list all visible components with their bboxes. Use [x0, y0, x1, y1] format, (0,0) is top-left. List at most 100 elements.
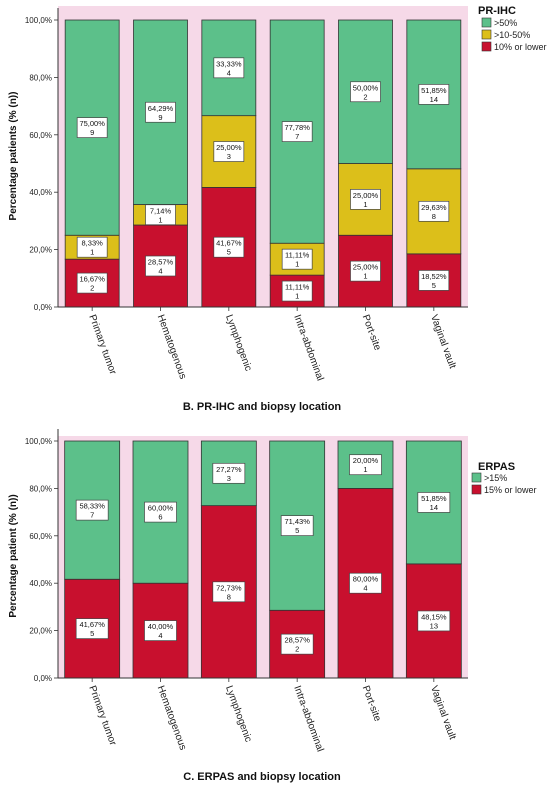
- data-label-percent: 40,00%: [148, 622, 174, 631]
- data-label-percent: 29,63%: [421, 203, 447, 212]
- legend-entry: >15%: [484, 473, 507, 483]
- data-label-percent: 41,67%: [216, 239, 242, 248]
- data-label: 33,33%4: [213, 57, 245, 79]
- data-label-percent: 41,67%: [79, 620, 105, 629]
- data-label-percent: 8,33%: [82, 239, 104, 248]
- data-label-count: 5: [227, 248, 231, 257]
- y-tick-label: 20,0%: [29, 246, 52, 255]
- plot-area: [58, 6, 468, 307]
- chart-caption: C. ERPAS and biopsy location: [183, 771, 341, 783]
- legend-swatch: [471, 472, 482, 483]
- data-label: 11,11%1: [281, 280, 313, 302]
- data-label-count: 4: [158, 631, 162, 640]
- legend-entry: 15% or lower: [484, 485, 537, 495]
- data-label-count: 1: [158, 215, 162, 224]
- legend-swatch: [481, 17, 492, 28]
- y-tick-label: 60,0%: [29, 532, 52, 541]
- data-label-percent: 48,15%: [421, 612, 447, 621]
- data-label-percent: 80,00%: [353, 575, 379, 584]
- data-label: 8,33%1: [76, 236, 108, 258]
- bar-segment: [64, 258, 120, 308]
- y-tick-label: 100,0%: [25, 16, 52, 25]
- chart-panel-pr-ihc: Percentage patients (% (n)) B. PR-IHC an…: [8, 5, 547, 413]
- data-label-percent: 77,78%: [284, 123, 310, 132]
- data-label: 25,00%3: [213, 141, 245, 162]
- data-label-box: [280, 515, 314, 536]
- data-label-box: [75, 499, 109, 521]
- data-label-count: 4: [363, 584, 367, 593]
- data-label-box: [144, 620, 177, 641]
- data-label: 41,67%5: [213, 236, 245, 258]
- data-label-percent: 25,00%: [216, 143, 242, 152]
- data-label: 72,73%8: [212, 581, 246, 603]
- data-label: 7,14%1: [145, 204, 176, 226]
- data-label-percent: 20,00%: [353, 456, 379, 465]
- data-label-count: 5: [432, 281, 436, 290]
- data-label-count: 2: [295, 645, 299, 654]
- legend-swatch: [481, 29, 492, 40]
- data-label-percent: 28,57%: [148, 258, 174, 267]
- data-label-count: 3: [227, 474, 231, 483]
- data-label-count: 4: [158, 267, 162, 276]
- data-label-count: 1: [363, 272, 367, 281]
- data-label-percent: 64,29%: [148, 104, 174, 113]
- chart-caption: B. PR-IHC and biopsy location: [183, 401, 342, 413]
- data-label-box: [212, 462, 246, 484]
- data-label-percent: 7,14%: [150, 206, 172, 215]
- data-label-box: [76, 236, 108, 258]
- y-tick-label: 40,0%: [29, 188, 52, 197]
- y-tick-label: 0,0%: [34, 303, 52, 312]
- data-label-box: [349, 572, 382, 594]
- data-label-percent: 58,33%: [79, 502, 105, 511]
- data-label-box: [75, 618, 109, 639]
- data-label-box: [213, 236, 245, 258]
- y-tick-label: 40,0%: [29, 579, 52, 588]
- data-label-count: 6: [158, 513, 162, 522]
- data-label-count: 5: [295, 526, 299, 535]
- data-label-percent: 11,11%: [285, 283, 310, 292]
- plot-area: [58, 436, 468, 678]
- data-label-percent: 25,00%: [353, 191, 379, 200]
- data-label-percent: 33,33%: [216, 59, 242, 68]
- data-label: 77,78%7: [281, 121, 313, 142]
- data-label-percent: 18,52%: [421, 272, 447, 281]
- data-label: 48,15%13: [417, 610, 451, 632]
- category-label: Port-site: [360, 313, 383, 352]
- category-label: Intra-abdominal: [291, 313, 325, 382]
- data-label-box: [76, 117, 108, 138]
- data-label: 51,85%14: [418, 84, 450, 105]
- data-label: 28,57%4: [145, 255, 176, 277]
- legend-entry: >10-50%: [494, 30, 530, 40]
- data-label-count: 4: [227, 68, 231, 77]
- data-label: 16,67%2: [76, 272, 108, 294]
- category-label: Port-site: [360, 684, 383, 723]
- category-label: Hematogenous: [155, 684, 189, 751]
- data-label-box: [144, 501, 177, 523]
- y-tick-label: 60,0%: [29, 131, 52, 140]
- data-label-count: 5: [90, 629, 94, 638]
- category-label: Intra-abdominal: [291, 684, 325, 753]
- data-label-count: 14: [430, 95, 438, 104]
- data-label-count: 13: [430, 621, 438, 630]
- data-label: 29,63%8: [418, 200, 450, 222]
- data-label-count: 1: [363, 465, 367, 474]
- data-label-count: 1: [90, 248, 94, 257]
- y-axis-label: Percentage patient (% (n)): [8, 494, 19, 617]
- y-tick-label: 100,0%: [25, 437, 52, 446]
- data-label-box: [418, 200, 450, 222]
- legend-entry: >50%: [494, 18, 517, 28]
- data-label: 71,43%5: [280, 515, 314, 536]
- data-label-box: [418, 270, 450, 291]
- data-label: 75,00%9: [76, 117, 108, 138]
- data-label-percent: 51,85%: [421, 86, 447, 95]
- data-label-box: [213, 57, 245, 79]
- data-label: 60,00%6: [144, 501, 177, 523]
- category-label: Lymphogenic: [223, 313, 254, 372]
- data-label-box: [417, 610, 451, 632]
- data-label-box: [280, 633, 314, 655]
- data-label-percent: 75,00%: [79, 119, 105, 128]
- data-label-box: [418, 84, 450, 105]
- data-label: 58,33%7: [75, 499, 109, 521]
- chart-panel-erpas: Percentage patient (% (n)) C. ERPAS and …: [8, 429, 537, 783]
